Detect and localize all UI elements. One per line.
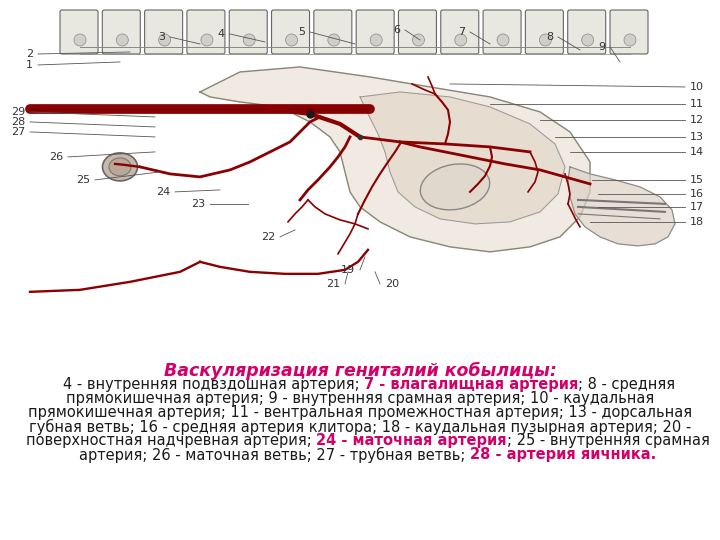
Text: 24 - маточная артерия: 24 - маточная артерия: [316, 434, 507, 449]
FancyBboxPatch shape: [314, 10, 352, 54]
Text: прямокишечная артерия; 9 - внутренняя срамная артерия; 10 - каудальная: прямокишечная артерия; 9 - внутренняя ср…: [66, 392, 654, 407]
Text: 3: 3: [158, 32, 165, 42]
Text: 16: 16: [690, 189, 704, 199]
FancyBboxPatch shape: [102, 10, 140, 54]
FancyBboxPatch shape: [60, 10, 98, 54]
Text: 21: 21: [326, 279, 340, 289]
Text: 9: 9: [598, 42, 605, 52]
FancyBboxPatch shape: [229, 10, 267, 54]
Text: 11: 11: [690, 99, 704, 109]
Text: 29: 29: [11, 107, 25, 117]
Text: 4: 4: [218, 29, 225, 39]
Circle shape: [117, 34, 128, 46]
Text: 20: 20: [385, 279, 399, 289]
Text: 8: 8: [546, 32, 553, 42]
Text: 19: 19: [341, 265, 355, 275]
FancyBboxPatch shape: [610, 10, 648, 54]
Text: 7: 7: [458, 27, 465, 37]
Ellipse shape: [109, 158, 131, 176]
Text: 18: 18: [690, 217, 704, 227]
FancyBboxPatch shape: [356, 10, 394, 54]
Text: 13: 13: [690, 132, 704, 142]
Text: 4 - внутренняя подвздошная артерия;: 4 - внутренняя подвздошная артерия;: [63, 377, 364, 393]
Text: 14: 14: [690, 147, 704, 157]
Ellipse shape: [102, 153, 138, 181]
Text: 7 - влагалищная артерия: 7 - влагалищная артерия: [364, 377, 578, 393]
Ellipse shape: [420, 164, 490, 210]
FancyBboxPatch shape: [187, 10, 225, 54]
Text: 5: 5: [298, 27, 305, 37]
Circle shape: [582, 34, 594, 46]
FancyBboxPatch shape: [398, 10, 436, 54]
FancyBboxPatch shape: [271, 10, 310, 54]
Text: 6: 6: [393, 25, 400, 35]
Circle shape: [286, 34, 297, 46]
FancyBboxPatch shape: [441, 10, 479, 54]
Text: 27: 27: [11, 127, 25, 137]
Polygon shape: [360, 92, 565, 224]
Text: прямокишечная артерия; 11 - вентральная промежностная артерия; 13 - дорсальная: прямокишечная артерия; 11 - вентральная …: [28, 406, 692, 421]
Circle shape: [497, 34, 509, 46]
Text: артерия; 26 - маточная ветвь; 27 - трубная ветвь;: артерия; 26 - маточная ветвь; 27 - трубн…: [79, 447, 470, 463]
Text: поверхностная надчревная артерия;: поверхностная надчревная артерия;: [26, 434, 316, 449]
Circle shape: [413, 34, 425, 46]
Polygon shape: [200, 67, 590, 252]
Circle shape: [370, 34, 382, 46]
Text: 25: 25: [76, 175, 90, 185]
Circle shape: [74, 34, 86, 46]
Circle shape: [328, 34, 340, 46]
Circle shape: [201, 34, 213, 46]
Circle shape: [539, 34, 552, 46]
Text: 2: 2: [26, 49, 33, 59]
Circle shape: [455, 34, 467, 46]
Text: ; 25 - внутренняя срамная: ; 25 - внутренняя срамная: [507, 434, 710, 449]
Text: ; 8 - средняя: ; 8 - средняя: [578, 377, 675, 393]
Text: Васкуляризация гениталий кобылицы:: Васкуляризация гениталий кобылицы:: [163, 362, 557, 380]
FancyBboxPatch shape: [145, 10, 183, 54]
FancyBboxPatch shape: [483, 10, 521, 54]
Polygon shape: [568, 167, 675, 246]
Text: 10: 10: [690, 82, 704, 92]
FancyBboxPatch shape: [526, 10, 563, 54]
Text: губная ветвь; 16 - средняя артерия клитора; 18 - каудальная пузырная артерия; 20: губная ветвь; 16 - средняя артерия клито…: [29, 419, 691, 435]
Circle shape: [158, 34, 171, 46]
Text: 12: 12: [690, 115, 704, 125]
FancyBboxPatch shape: [567, 10, 606, 54]
Text: 28 - артерия яичника.: 28 - артерия яичника.: [470, 448, 657, 462]
Text: 23: 23: [191, 199, 205, 209]
Text: 15: 15: [690, 175, 704, 185]
Text: 22: 22: [261, 232, 275, 242]
Text: 26: 26: [49, 152, 63, 162]
Text: 28: 28: [11, 117, 25, 127]
Text: 17: 17: [690, 202, 704, 212]
Circle shape: [243, 34, 255, 46]
Text: 1: 1: [26, 60, 33, 70]
Circle shape: [624, 34, 636, 46]
Text: 24: 24: [156, 187, 170, 197]
